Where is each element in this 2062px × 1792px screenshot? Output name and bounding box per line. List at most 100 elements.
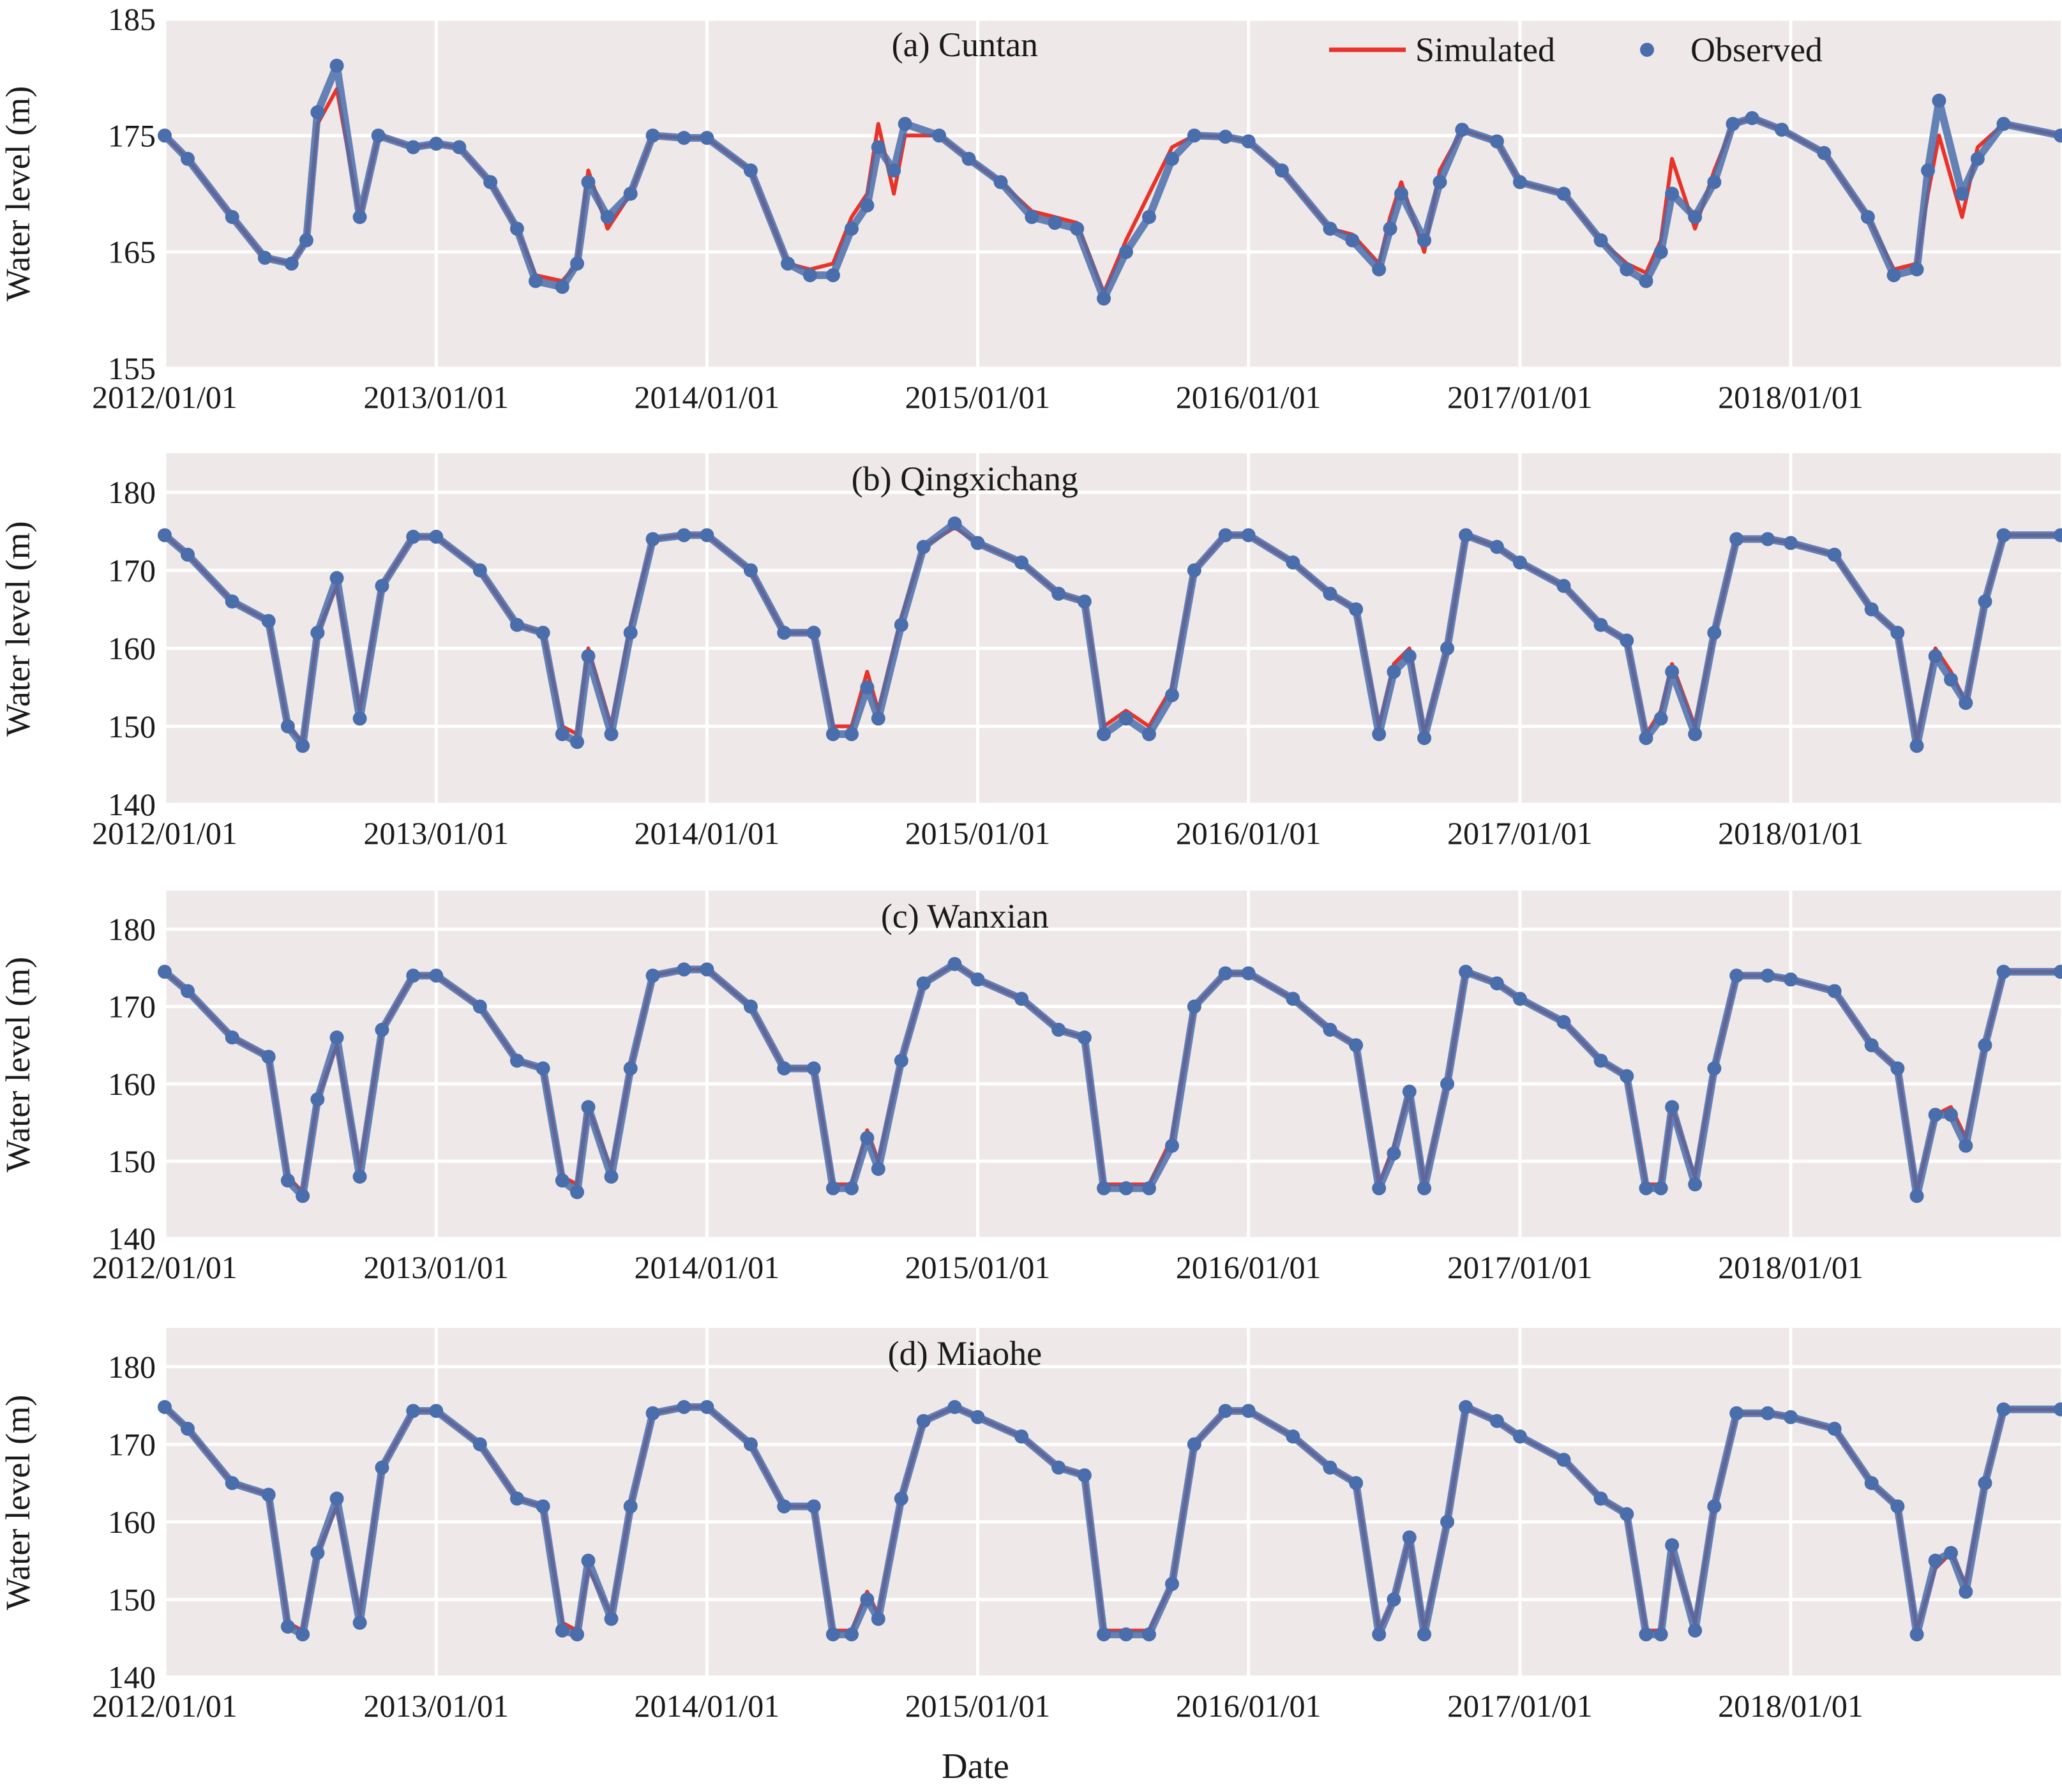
data-point	[1761, 1406, 1775, 1420]
data-point	[1372, 727, 1387, 741]
data-point	[1886, 268, 1901, 283]
x-tick-label: 2018/01/01	[1718, 379, 1863, 415]
data-point	[1097, 1627, 1111, 1642]
data-point	[1218, 130, 1233, 144]
data-point	[1187, 128, 1201, 143]
data-point	[1620, 262, 1634, 277]
y-tick-label: 180	[108, 474, 156, 510]
data-point	[181, 1422, 195, 1436]
data-point	[1489, 134, 1504, 149]
data-point	[429, 968, 444, 983]
y-axis-label: Water level (m)	[0, 86, 37, 301]
data-point	[1784, 1410, 1798, 1424]
data-point	[1402, 1530, 1417, 1545]
data-point	[677, 1399, 691, 1414]
data-point	[296, 1627, 310, 1642]
data-point	[894, 1491, 908, 1506]
data-point	[1665, 1538, 1680, 1553]
data-point	[1459, 528, 1473, 543]
legend-label: Observed	[1690, 31, 1823, 69]
data-point	[1970, 151, 1985, 166]
data-point	[1860, 209, 1875, 224]
data-point	[743, 163, 758, 178]
plot-area	[165, 19, 2061, 368]
x-tick-label: 2017/01/01	[1447, 1249, 1593, 1285]
data-point	[1978, 1476, 1992, 1491]
data-point	[825, 727, 840, 741]
data-point	[472, 563, 487, 578]
data-point	[860, 198, 875, 213]
plot-area	[165, 453, 2061, 804]
data-point	[1729, 1406, 1744, 1420]
data-point	[570, 735, 585, 749]
data-point	[806, 626, 821, 640]
data-point	[1241, 966, 1256, 981]
series-trace-observed	[162, 1403, 2061, 1639]
data-point	[1639, 274, 1653, 289]
data-point	[1665, 186, 1680, 201]
data-point	[1512, 991, 1527, 1006]
data-point	[1556, 1014, 1571, 1029]
y-tick-label: 180	[108, 1349, 156, 1385]
y-axis-label: Water level (m)	[0, 957, 37, 1172]
data-point	[1118, 245, 1133, 259]
data-point	[1118, 1181, 1133, 1196]
y-tick-label: 140	[108, 1221, 156, 1256]
series-trace-observed	[162, 61, 2062, 303]
data-point	[1653, 245, 1668, 259]
data-point	[777, 1061, 792, 1076]
data-point	[555, 1173, 569, 1188]
x-tick-label: 2012/01/01	[92, 1249, 237, 1285]
x-tick-label: 2015/01/01	[905, 1688, 1051, 1724]
data-point	[677, 528, 691, 543]
data-point	[1241, 134, 1256, 149]
data-point	[1387, 1146, 1401, 1161]
data-point	[871, 1611, 885, 1626]
data-point	[1417, 1181, 1432, 1196]
data-point	[1665, 665, 1680, 679]
data-point	[1349, 602, 1364, 617]
data-point	[844, 1181, 859, 1196]
data-point	[1921, 163, 1936, 178]
data-point	[781, 256, 795, 271]
data-point	[280, 1619, 295, 1634]
panel-title: (b) Qingxichang	[852, 460, 1078, 498]
data-point	[1489, 1413, 1504, 1428]
y-tick-label: 140	[108, 1659, 156, 1695]
data-point	[970, 536, 985, 550]
data-point	[310, 105, 325, 119]
data-point	[844, 222, 859, 236]
data-point	[932, 128, 947, 143]
data-point	[509, 1491, 524, 1506]
data-point	[871, 711, 885, 726]
data-point	[1653, 711, 1668, 726]
x-tick-label: 2015/01/01	[905, 815, 1051, 851]
data-point	[1187, 563, 1201, 578]
data-point	[352, 711, 367, 726]
data-point	[777, 626, 792, 640]
data-point	[871, 1162, 885, 1176]
data-point	[1996, 528, 2011, 543]
x-tick-label: 2017/01/01	[1447, 1688, 1593, 1724]
x-tick-label: 2014/01/01	[635, 1249, 780, 1285]
data-point	[844, 1627, 859, 1642]
data-point	[1688, 1177, 1703, 1192]
data-point	[777, 1499, 792, 1514]
data-point	[472, 1437, 487, 1452]
data-point	[536, 1061, 550, 1076]
data-point	[1323, 1460, 1337, 1475]
data-point	[1372, 1627, 1387, 1642]
data-point	[1417, 1627, 1432, 1642]
data-point	[844, 727, 859, 741]
panel-2: 140 150 160 170 180 2012/01/01 2013/01/01 2014/…	[0, 453, 2062, 851]
data-point	[429, 1404, 444, 1419]
data-point	[1688, 1623, 1703, 1638]
data-point	[352, 1170, 367, 1184]
data-point	[352, 1615, 367, 1630]
data-point	[1890, 1499, 1905, 1514]
data-point	[261, 614, 276, 628]
data-point	[1097, 727, 1111, 741]
data-point	[429, 137, 444, 151]
data-point	[1639, 1627, 1653, 1642]
